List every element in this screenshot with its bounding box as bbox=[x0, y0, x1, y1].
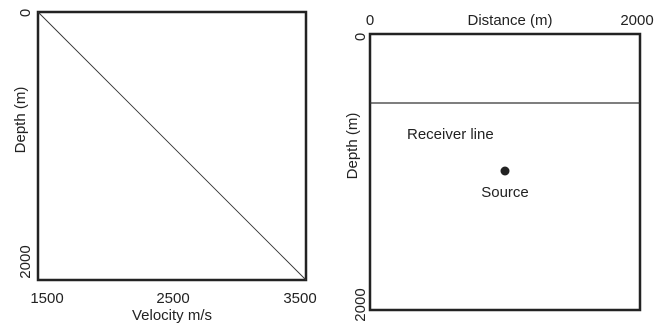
velocity-panel: 0 2000 Depth (m) 1500 2500 3500 Velocity… bbox=[12, 9, 317, 324]
velocity-depth-line bbox=[37, 11, 307, 281]
velocity-plot-frame bbox=[36, 10, 308, 282]
velocity-y-axis-label: Depth (m) bbox=[12, 87, 29, 154]
distance-x-axis-label: Distance (m) bbox=[467, 12, 552, 29]
geometry-plot-frame bbox=[368, 32, 642, 312]
velocity-y-tick-2000: 2000 bbox=[17, 245, 34, 278]
velocity-x-tick-3500: 3500 bbox=[283, 290, 316, 307]
geometry-panel: 0 2000 Distance (m) 0 2000 Depth (m) Rec… bbox=[344, 12, 654, 322]
source-point bbox=[500, 166, 510, 176]
distance-x-tick-2000: 2000 bbox=[620, 12, 653, 29]
velocity-y-tick-0: 0 bbox=[17, 9, 34, 17]
geometry-y-axis-label: Depth (m) bbox=[344, 113, 361, 180]
velocity-x-tick-2500: 2500 bbox=[156, 290, 189, 307]
receiver-line-label: Receiver line bbox=[407, 126, 494, 143]
distance-x-tick-0: 0 bbox=[366, 12, 374, 29]
source-label: Source bbox=[481, 184, 529, 201]
velocity-x-axis-label: Velocity m/s bbox=[132, 307, 212, 324]
geometry-y-tick-2000: 2000 bbox=[352, 288, 369, 321]
geometry-y-tick-0: 0 bbox=[352, 33, 369, 41]
velocity-x-tick-1500: 1500 bbox=[30, 290, 63, 307]
